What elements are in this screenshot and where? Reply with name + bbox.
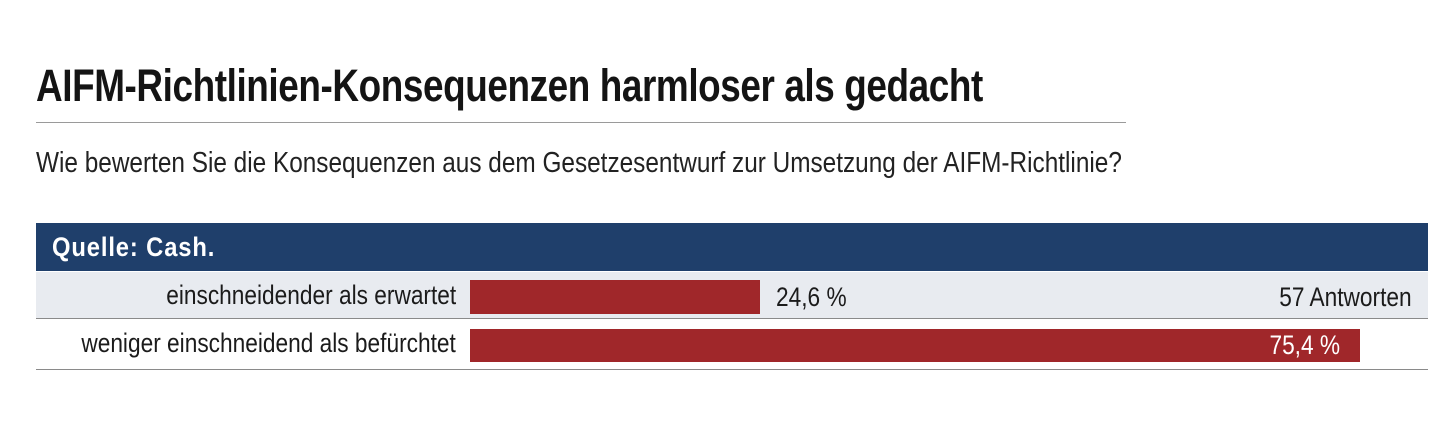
- category-label: weniger einschneidend als befürchtet: [81, 328, 456, 358]
- bar: [470, 329, 1360, 362]
- title-divider: [36, 122, 1126, 123]
- value-label: 75,4 %: [1269, 330, 1340, 360]
- value-label: 24,6 %: [776, 282, 847, 312]
- chart-row: einschneidender als erwartet 24,6 % 57 A…: [36, 272, 1428, 319]
- total-answers-label: 57 Antworten: [1279, 282, 1412, 312]
- bar: [470, 280, 761, 314]
- source-header: Quelle: Cash.: [36, 223, 1428, 271]
- bar-chart: Quelle: Cash. einschneidender als erwart…: [36, 223, 1428, 370]
- chart-title: AIFM-Richtlinien-Konsequenzen harmloser …: [36, 60, 983, 111]
- chart-row: weniger einschneidend als befürchtet 75,…: [36, 320, 1428, 370]
- source-label: Quelle: Cash.: [52, 232, 216, 262]
- category-label: einschneidender als erwartet: [166, 280, 456, 310]
- chart-subtitle: Wie bewerten Sie die Konsequenzen aus de…: [36, 147, 1122, 179]
